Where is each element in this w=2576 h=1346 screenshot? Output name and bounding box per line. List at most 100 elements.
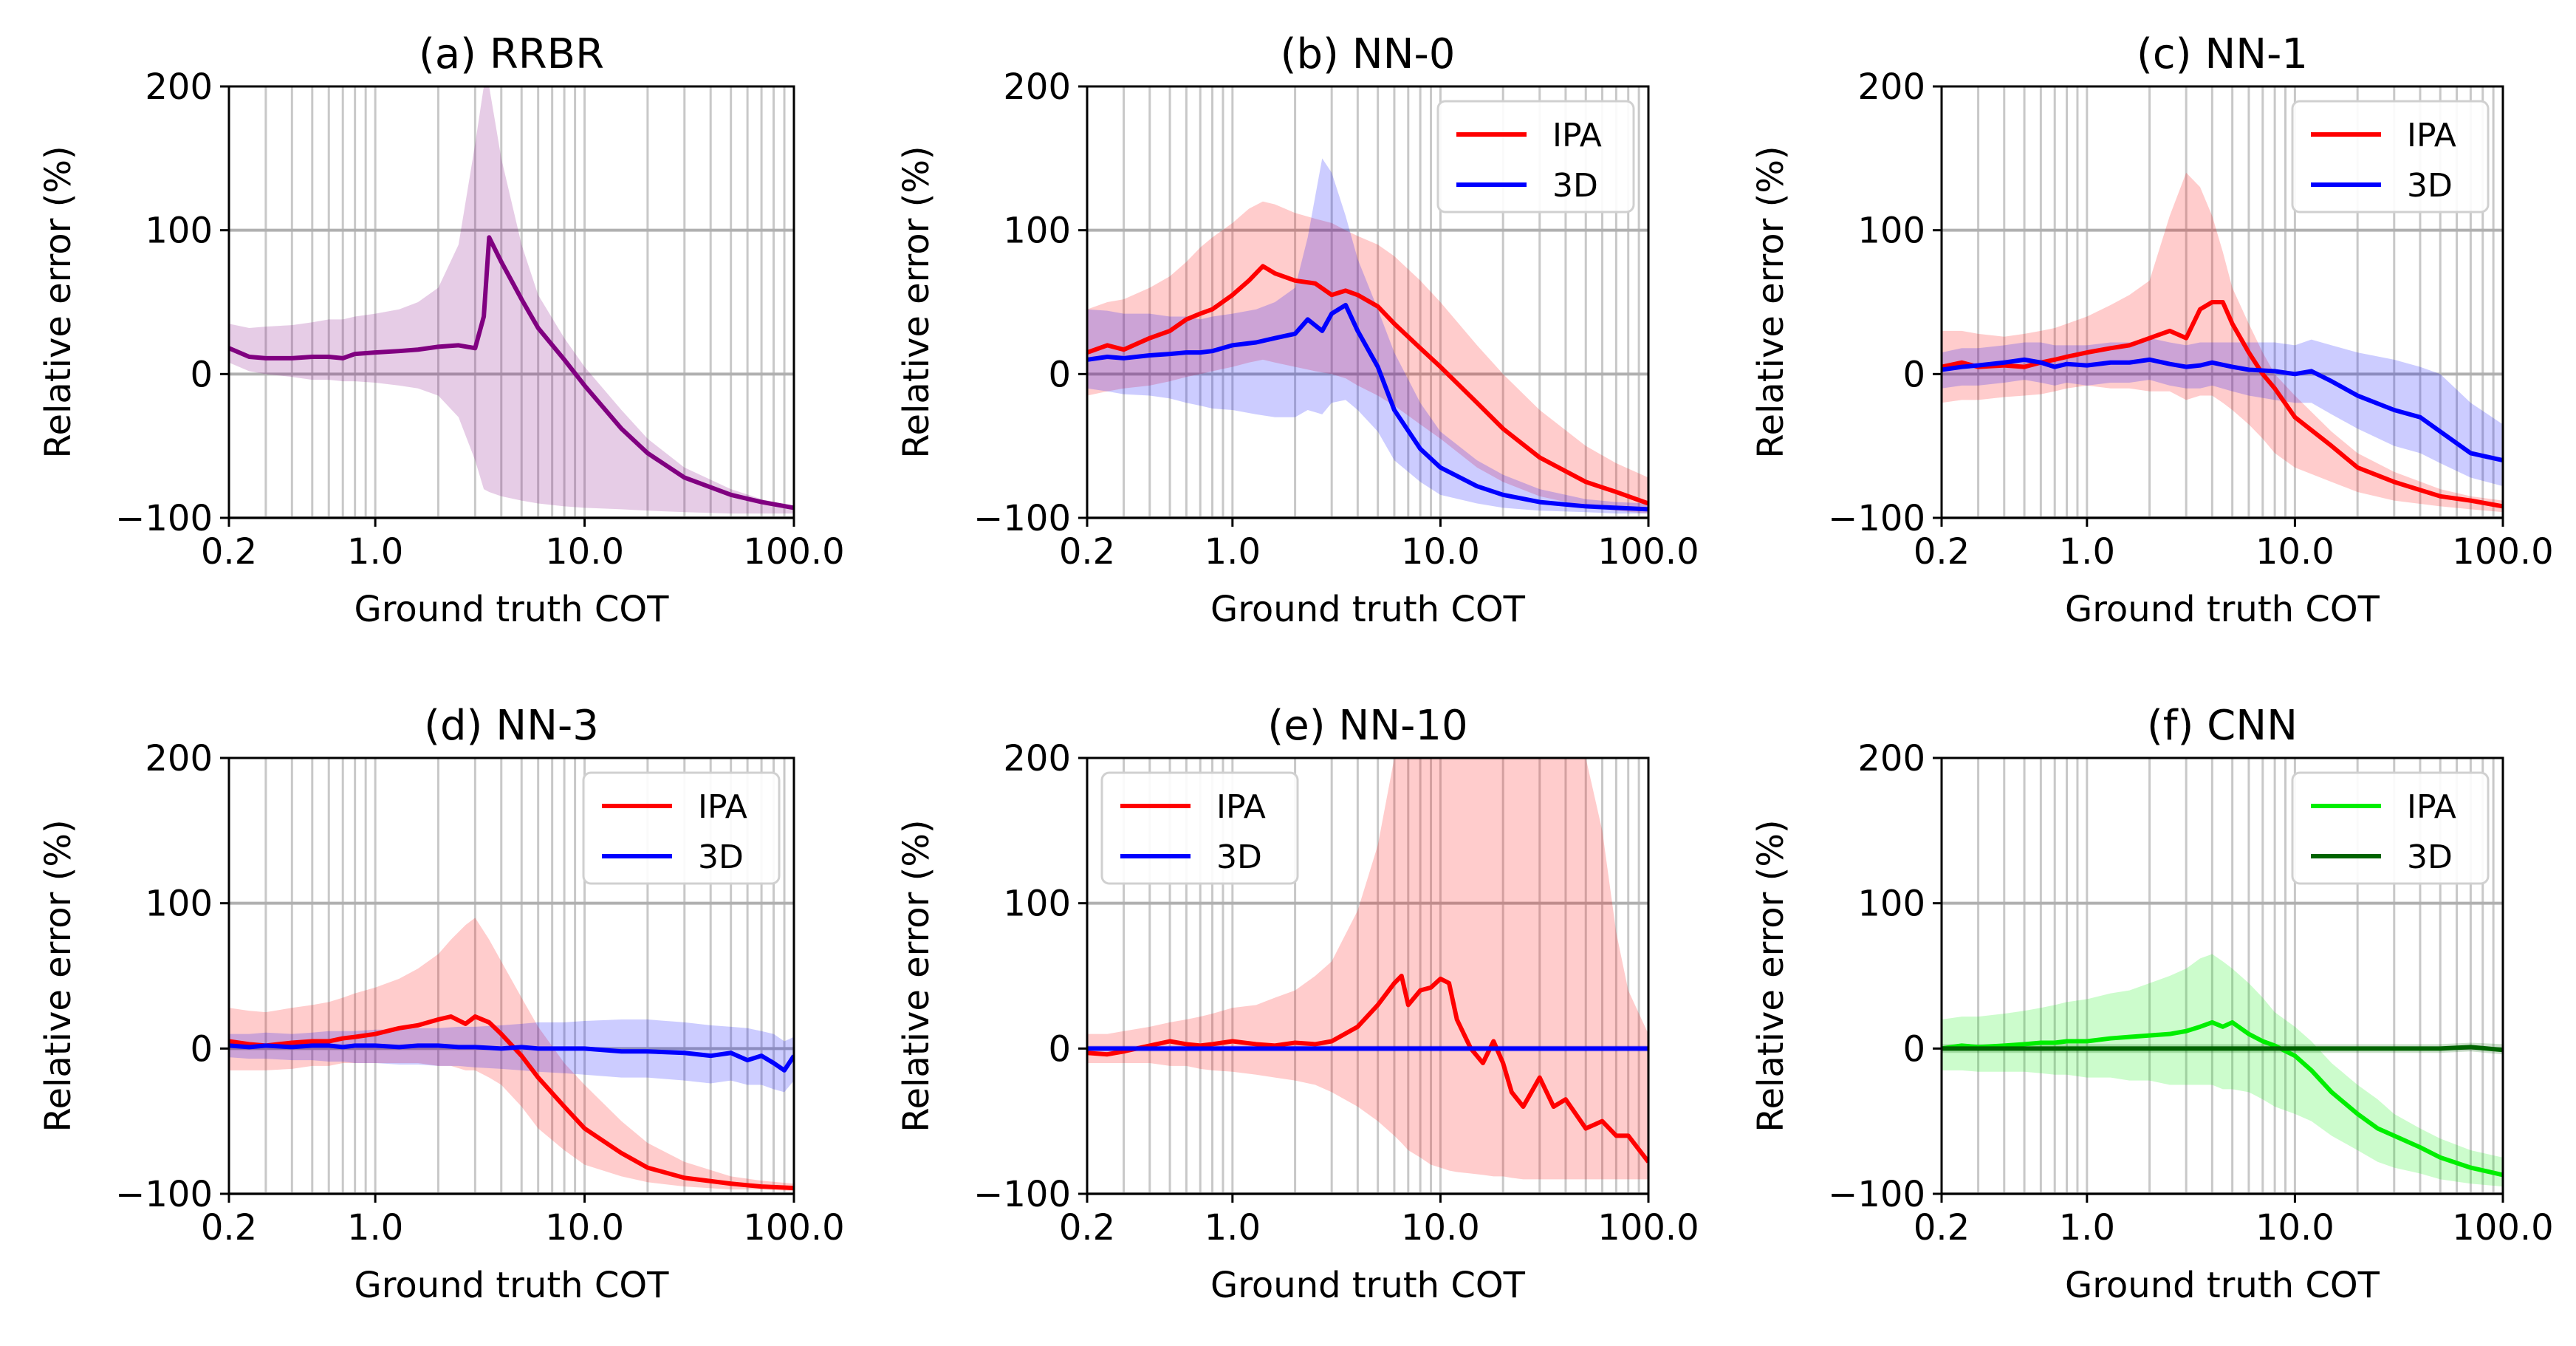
- y-tick-label: 200: [145, 738, 213, 779]
- y-tick-label: 200: [1857, 66, 1925, 108]
- legend-box: [2291, 771, 2490, 885]
- y-tick-label: 200: [1003, 738, 1071, 779]
- y-axis-label: Relative error (%): [896, 819, 937, 1132]
- series-line-ipa: [1087, 974, 1648, 1164]
- y-tick-label: 0: [1048, 354, 1071, 395]
- y-tick-label: −100: [1828, 498, 1925, 539]
- x-tick-label: 10.0: [1401, 531, 1480, 573]
- grid: [229, 86, 794, 519]
- chart-title: (f) CNN: [2147, 702, 2298, 750]
- y-tick-label: −100: [115, 498, 213, 539]
- legend-box: [1100, 771, 1299, 885]
- y-axis: −100 0 100 200: [973, 738, 1087, 1215]
- y-tick-label: 200: [1003, 66, 1071, 108]
- y-axis-label: Relative error (%): [1750, 819, 1792, 1132]
- series-line-rrbr: [229, 235, 794, 510]
- x-tick-label: 1.0: [2059, 1207, 2115, 1248]
- x-axis-label: Ground truth COT: [2065, 1265, 2380, 1306]
- x-axis-label: Ground truth COT: [1210, 1265, 1526, 1306]
- x-tick-label: 0.2: [201, 1207, 257, 1248]
- x-axis: 0.2 1.0 10.0 100.0: [1059, 1194, 1699, 1248]
- x-axis: 0.2 1.0 10.0 100.0: [201, 518, 845, 573]
- series-band-ipa: [229, 918, 794, 1192]
- legend: IPA 3D: [1436, 100, 1635, 213]
- series-band-3d: [1942, 338, 2503, 487]
- legend: IPA 3D: [582, 771, 781, 885]
- legend-label-ipa: IPA: [2407, 788, 2456, 826]
- y-axis: −100 0 100 200: [1828, 66, 1942, 539]
- chart-panel-3: 0.2 1.0 10.0 100.0 −100 0 100 200 (c) NN-1 Ground…: [1750, 30, 2554, 630]
- y-tick-label: 100: [1857, 884, 1925, 925]
- legend-label-3d: 3D: [1216, 838, 1262, 876]
- series-line-3d: [229, 1043, 794, 1073]
- series-line-ipa: [1942, 300, 2503, 509]
- plot-frame: [227, 85, 795, 519]
- x-axis-label: Ground truth COT: [2065, 589, 2380, 630]
- x-tick-label: 1.0: [347, 531, 403, 573]
- x-axis: 0.2 1.0 10.0 100.0: [201, 1194, 845, 1248]
- plot-area: [229, 86, 794, 514]
- y-axis: −100 0 100 200: [1828, 738, 1942, 1215]
- x-tick-label: 0.2: [1914, 1207, 1970, 1248]
- legend: IPA 3D: [2291, 771, 2490, 885]
- x-tick-label: 10.0: [1401, 1207, 1480, 1248]
- plot-area: [1942, 954, 2503, 1187]
- y-tick-label: 200: [145, 66, 213, 108]
- legend-box: [582, 771, 781, 885]
- x-tick-label: 100.0: [2452, 531, 2553, 573]
- y-tick-label: 100: [1857, 211, 1925, 252]
- y-tick-label: −100: [973, 498, 1071, 539]
- x-tick-label: 10.0: [545, 1207, 624, 1248]
- y-axis-label: Relative error (%): [896, 146, 937, 458]
- chart-panel-2: 0.2 1.0 10.0 100.0 −100 0 100 200 (b) NN-0 Ground…: [896, 30, 1699, 630]
- y-tick-label: 100: [145, 211, 213, 252]
- series-band-3d: [1087, 158, 1648, 514]
- series-band-ipa: [1942, 954, 2503, 1187]
- legend-label-ipa: IPA: [698, 788, 747, 826]
- legend-label-3d: 3D: [2407, 167, 2453, 205]
- chart-panel-6: 0.2 1.0 10.0 100.0 −100 0 100 200 (f) CNN Ground …: [1750, 702, 2554, 1306]
- plot-area: [1087, 158, 1648, 514]
- legend-box: [2291, 100, 2490, 213]
- series-line-ipa: [229, 1014, 794, 1191]
- x-axis: 0.2 1.0 10.0 100.0: [1059, 518, 1699, 573]
- y-axis-label: Relative error (%): [1750, 146, 1792, 458]
- x-axis-label: Ground truth COT: [354, 1265, 670, 1306]
- plot-frame: [1086, 756, 1650, 1195]
- y-tick-label: −100: [973, 1174, 1071, 1215]
- legend-label-ipa: IPA: [1216, 788, 1266, 826]
- chart-title: (a) RRBR: [419, 30, 604, 78]
- plot-frame: [1940, 756, 2504, 1195]
- y-tick-label: −100: [1828, 1174, 1925, 1215]
- legend: IPA 3D: [1100, 771, 1299, 885]
- series-line-ipa: [1942, 1019, 2503, 1178]
- series-line-3d: [1942, 1045, 2503, 1053]
- y-tick-label: 0: [190, 1028, 213, 1070]
- y-tick-label: 0: [1048, 1028, 1071, 1070]
- x-tick-label: 100.0: [743, 531, 844, 573]
- y-tick-label: 100: [145, 884, 213, 925]
- x-tick-label: 1.0: [2059, 531, 2115, 573]
- legend-label-3d: 3D: [1552, 167, 1598, 205]
- series-line-3d: [1087, 302, 1648, 512]
- chart-panel-4: 0.2 1.0 10.0 100.0 −100 0 100 200 (d) NN-3 Ground…: [38, 702, 845, 1306]
- y-axis-label: Relative error (%): [38, 146, 79, 458]
- legend-box: [1436, 100, 1635, 213]
- x-tick-label: 1.0: [1205, 531, 1261, 573]
- plot-area: [1087, 758, 1648, 1180]
- y-axis: −100 0 100 200: [115, 738, 229, 1215]
- x-tick-label: 10.0: [545, 531, 624, 573]
- x-axis-label: Ground truth COT: [1210, 589, 1526, 630]
- x-tick-label: 100.0: [1597, 531, 1699, 573]
- x-tick-label: 100.0: [2452, 1207, 2553, 1248]
- y-tick-label: 0: [190, 354, 213, 395]
- x-tick-label: 100.0: [1597, 1207, 1699, 1248]
- chart-title: (c) NN-1: [2137, 30, 2308, 78]
- x-tick-label: 0.2: [1914, 531, 1970, 573]
- series-line-ipa: [1087, 264, 1648, 506]
- x-tick-label: 100.0: [743, 1207, 844, 1248]
- y-tick-label: 0: [1902, 1028, 1925, 1070]
- legend-label-ipa: IPA: [1552, 117, 1602, 154]
- y-tick-label: 100: [1003, 884, 1071, 925]
